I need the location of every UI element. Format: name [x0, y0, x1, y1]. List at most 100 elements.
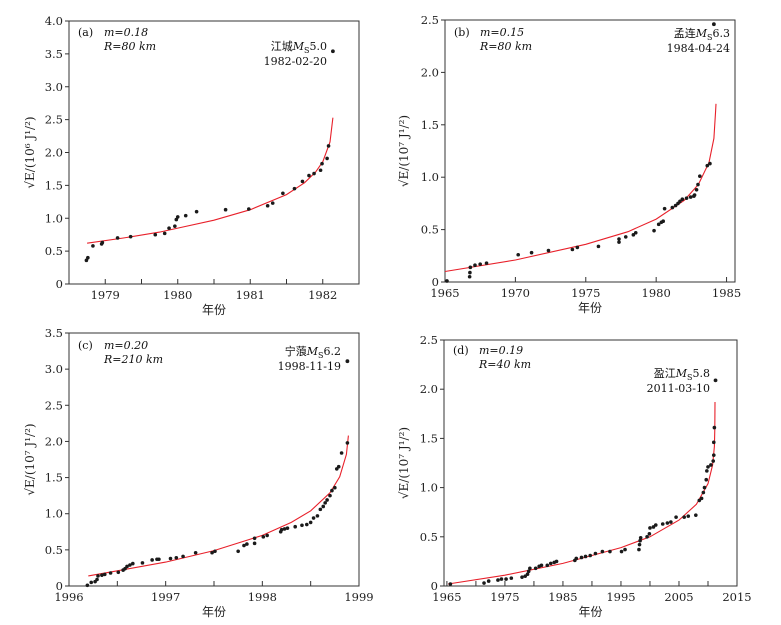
y-tick-label: 1.0: [45, 507, 63, 521]
data-point: [210, 550, 214, 555]
data-point: [665, 521, 670, 525]
data-point: [509, 576, 514, 580]
data-point: [637, 547, 641, 552]
data-point: [95, 577, 99, 582]
x-tick-label: 1979: [91, 288, 120, 302]
data-point: [554, 559, 559, 564]
data-point: [600, 549, 605, 554]
y-tick-label: 1.0: [421, 170, 439, 184]
data-point: [660, 522, 665, 526]
event-mag: 6.2: [324, 345, 342, 358]
y-tick-label: 0.5: [421, 223, 439, 237]
data-point: [520, 575, 524, 579]
data-point: [100, 573, 104, 577]
y-tick-label: 2.0: [420, 382, 438, 396]
data-point: [325, 498, 329, 502]
data-point: [305, 522, 309, 527]
data-point: [473, 263, 477, 268]
data-point: [223, 207, 228, 212]
data-point: [617, 237, 621, 241]
data-point: [570, 247, 575, 252]
data-point: [575, 245, 580, 250]
data-point: [486, 579, 491, 583]
event-label: 宁蒗MS6.2: [285, 344, 341, 360]
event-place: 江城: [271, 40, 293, 53]
x-tick-label: 1985: [548, 590, 577, 604]
data-point: [645, 535, 649, 539]
data-point: [478, 262, 482, 266]
data-point: [647, 532, 652, 536]
r-value: R=80 km: [479, 40, 532, 53]
y-tick-label: 4.0: [45, 14, 63, 28]
data-point: [140, 561, 145, 565]
data-point: [325, 156, 329, 161]
data-point: [282, 527, 287, 531]
data-point: [516, 252, 521, 257]
x-tick-label: 1985: [712, 286, 741, 300]
data-point: [167, 226, 171, 230]
data-point: [445, 279, 449, 283]
y-tick-label: 1.5: [420, 431, 438, 445]
x-tick-label: 1980: [163, 288, 192, 302]
data-point: [706, 465, 710, 469]
data-point: [175, 215, 180, 219]
y-tick-label: 1.5: [45, 178, 63, 192]
data-point: [320, 161, 324, 166]
x-tick-label: 1981: [236, 288, 265, 302]
event-mag-symbol: M: [306, 345, 319, 358]
y-tick-label: 2.5: [45, 113, 63, 127]
data-point: [548, 561, 553, 566]
data-point: [292, 186, 297, 191]
y-tick-label: 2.5: [421, 13, 439, 27]
panel-label: (b): [454, 26, 470, 39]
x-tick-label: 1965: [430, 286, 459, 300]
data-point: [116, 570, 121, 575]
data-point: [193, 550, 198, 555]
data-point: [662, 206, 667, 211]
event-date: 2011-03-10: [647, 382, 710, 395]
y-tick-label: 0: [56, 579, 63, 593]
data-point: [678, 199, 682, 204]
data-point: [242, 543, 246, 548]
x-tick-label: 1975: [571, 286, 600, 300]
data-point: [108, 571, 113, 575]
data-point: [712, 425, 717, 430]
data-point: [583, 554, 588, 559]
data-point: [91, 244, 95, 248]
data-point: [326, 144, 331, 148]
data-point: [623, 547, 627, 552]
data-point: [484, 261, 489, 265]
data-point: [684, 196, 689, 200]
data-point: [711, 453, 716, 457]
y-tick-label: 3.0: [45, 362, 63, 376]
y-tick-label: 1.0: [420, 481, 438, 495]
data-point: [100, 240, 105, 245]
data-point: [270, 201, 275, 205]
data-point: [252, 541, 257, 546]
data-point: [157, 557, 161, 562]
data-point: [102, 572, 107, 577]
panel-label: (d): [453, 344, 469, 357]
m-value: m=0.19: [479, 344, 523, 357]
x-tick-label: 2005: [664, 590, 693, 604]
x-tick-label: 1970: [501, 286, 530, 300]
fit-curve: [88, 435, 349, 577]
data-point: [701, 490, 706, 495]
data-point: [128, 563, 132, 567]
data-point: [705, 163, 710, 168]
event-mag: 6.3: [713, 27, 731, 40]
panel-d: 0 0.5 1.0 1.5 2.0 2.5 1965 1975 1985 1995 2005 2015…: [397, 333, 752, 619]
y-tick-label: 0: [431, 579, 438, 593]
data-point: [623, 235, 628, 239]
data-point: [168, 556, 173, 561]
data-point: [588, 553, 593, 558]
data-point: [709, 463, 713, 467]
data-point: [526, 569, 531, 574]
y-axis-title: √E/(10⁶ J¹/²): [23, 116, 37, 188]
data-point: [321, 504, 326, 509]
data-point: [300, 179, 305, 184]
fit-curve: [444, 103, 717, 273]
data-point: [468, 270, 472, 275]
data-point: [711, 459, 716, 463]
event-mag-sub: S: [707, 33, 712, 42]
